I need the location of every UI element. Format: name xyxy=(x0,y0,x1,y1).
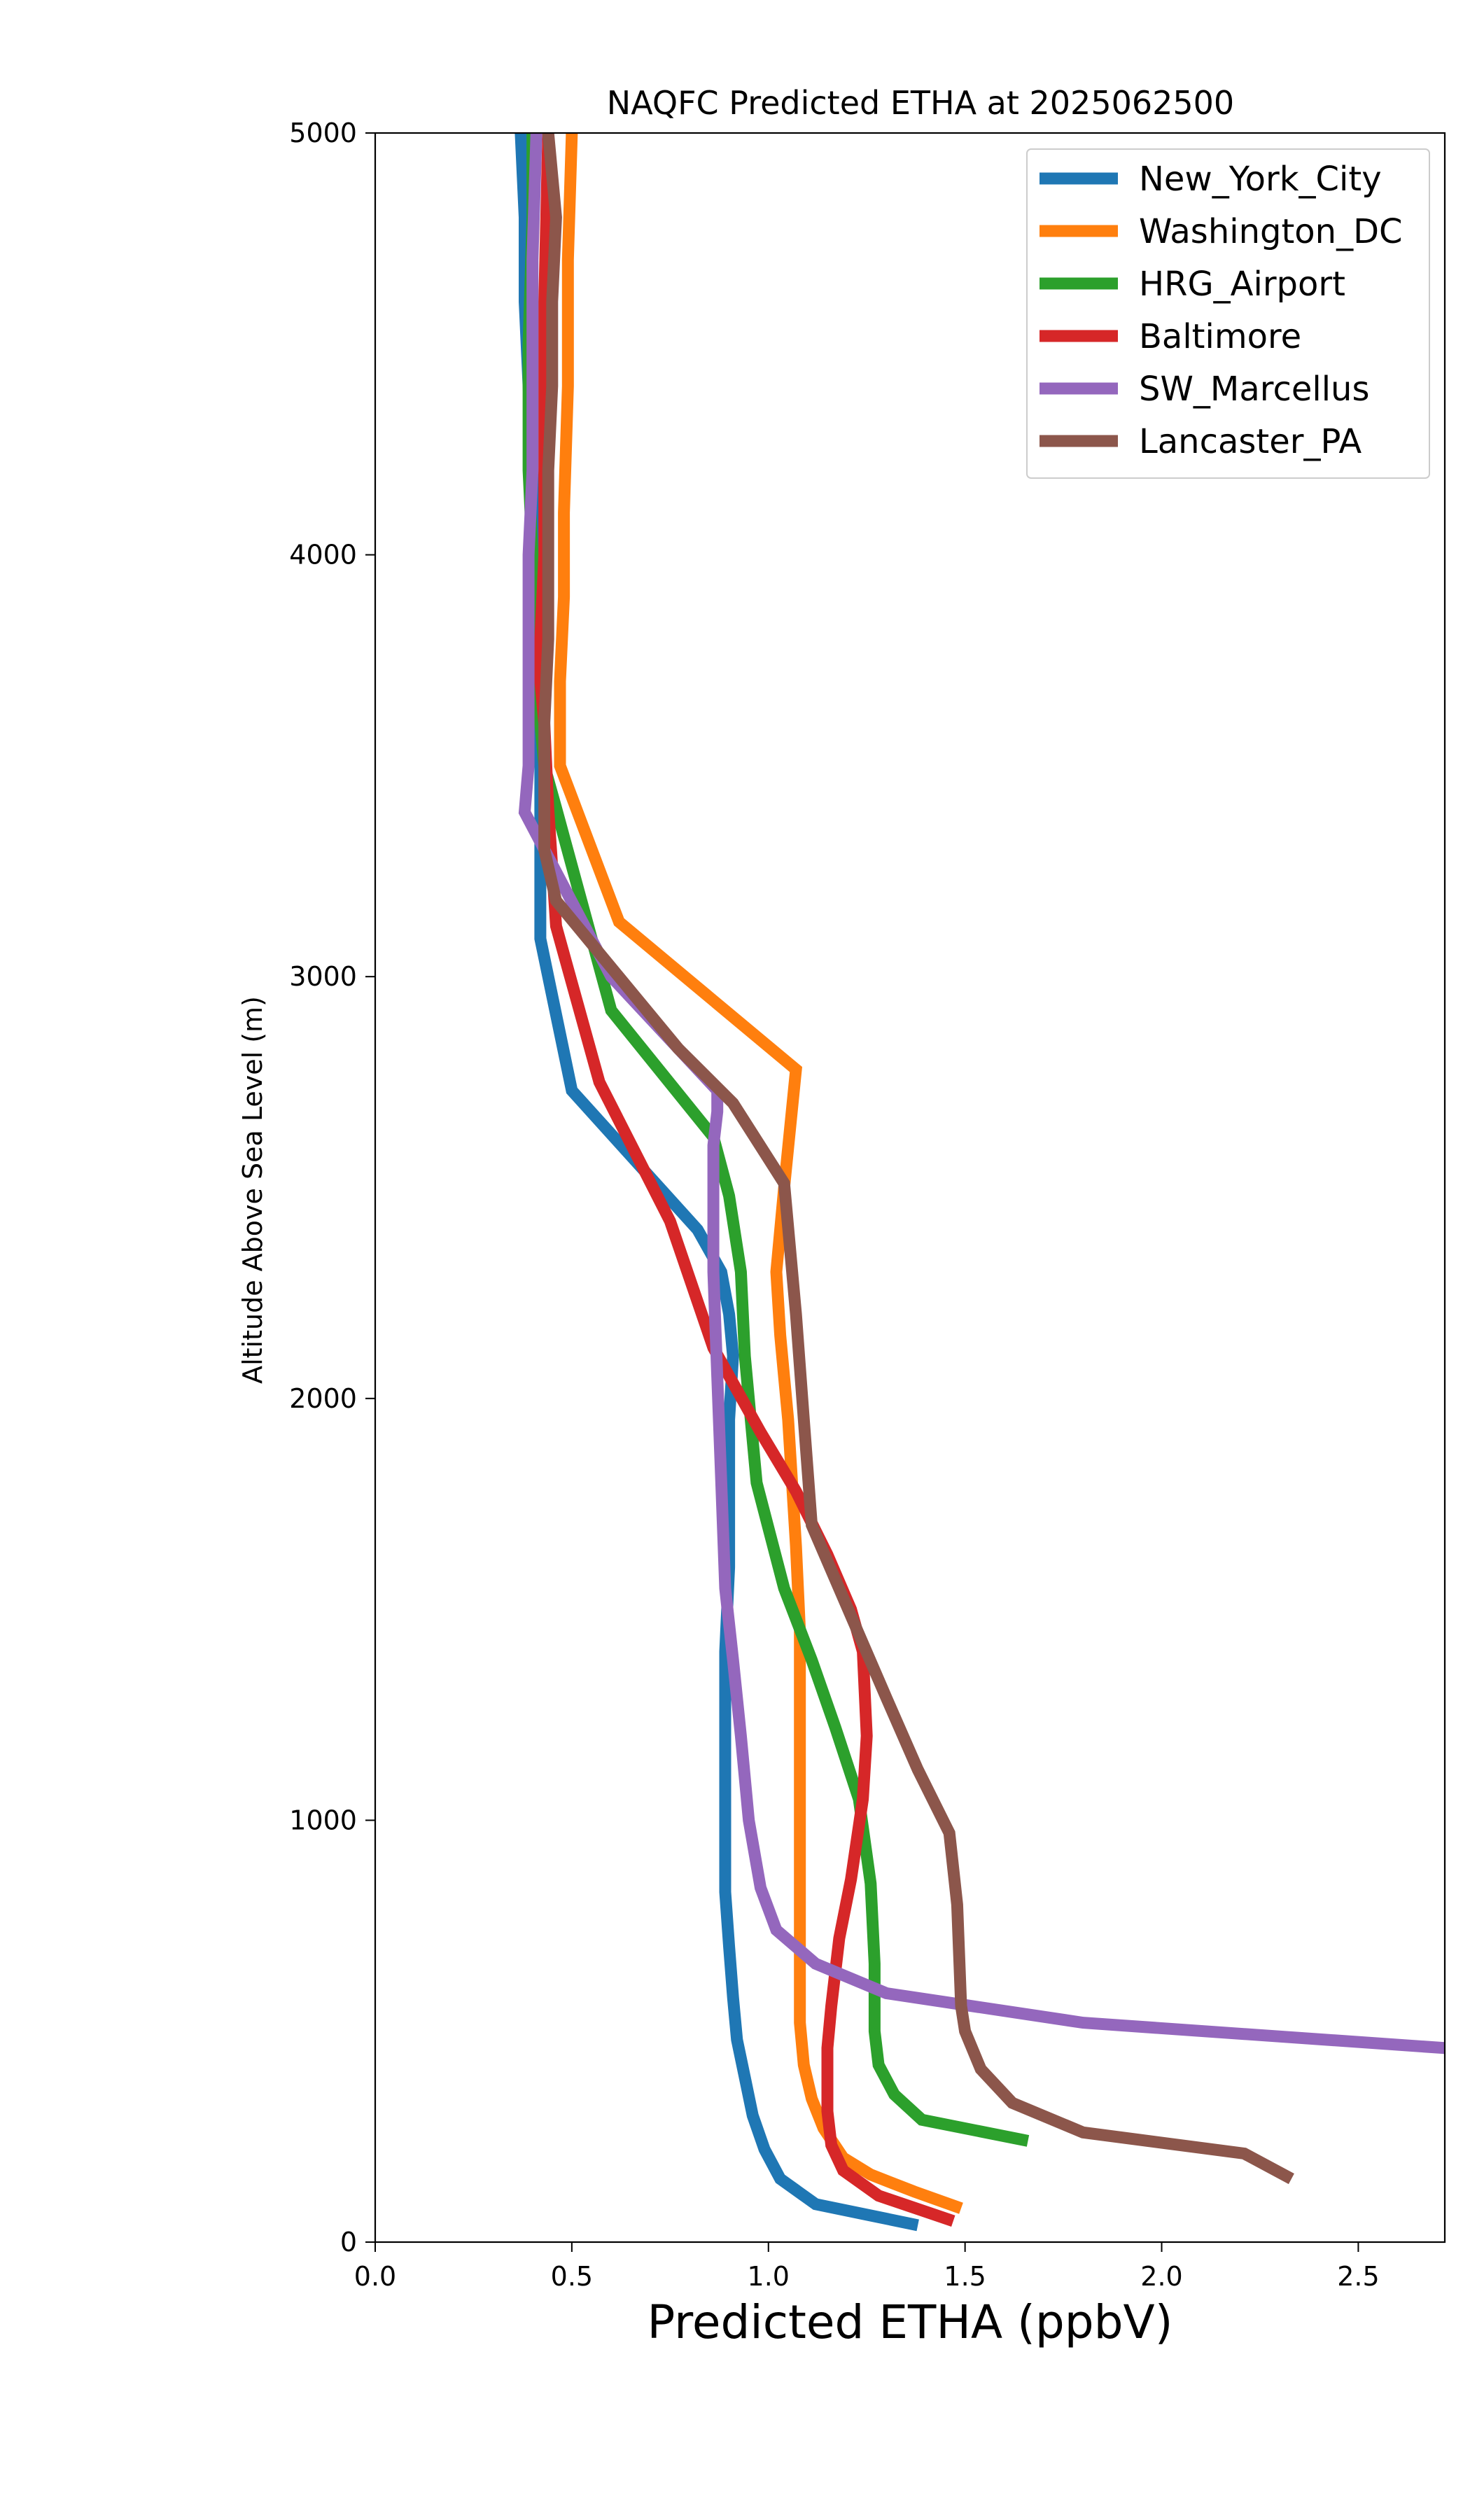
legend-frame xyxy=(1026,148,1430,479)
series-line-SW_Marcellus xyxy=(518,133,1445,2054)
y-tick-label: 2000 xyxy=(289,1383,357,1414)
legend-label-New_York_City: New_York_City xyxy=(1139,160,1382,199)
series-line-Washington_DC xyxy=(554,133,963,2214)
legend: New_York_City Washington_DC HRG_Airport Bal… xyxy=(1026,148,1430,479)
legend-label-SW_Marcellus: SW_Marcellus xyxy=(1139,370,1369,409)
y-tick-label: 3000 xyxy=(289,961,357,992)
y-tick-label: 0 xyxy=(340,2227,357,2258)
y-tick-label: 4000 xyxy=(289,540,357,570)
x-tick-label: 0.5 xyxy=(551,2261,593,2292)
x-axis-label: Predicted ETHA (ppbV) xyxy=(648,2295,1173,2349)
x-tick-label: 1.5 xyxy=(944,2261,986,2292)
x-tick-label: 1.0 xyxy=(748,2261,790,2292)
x-tick-label: 2.0 xyxy=(1140,2261,1182,2292)
x-tick-label: 0.0 xyxy=(354,2261,396,2292)
series-line-Lancaster_PA xyxy=(538,133,1294,2185)
plot-frame xyxy=(374,132,1446,2244)
legend-label-HRG_Airport: HRG_Airport xyxy=(1139,265,1345,304)
axes-layer: 0.0 0.5 1.0 1.5 2.0 2.5 0 1000 2000 3000 4000 5000 xyxy=(289,118,1446,2292)
series-layer xyxy=(514,133,1445,2232)
y-tick-label: 1000 xyxy=(289,1805,357,1835)
legend-label-Washington_DC: Washington_DC xyxy=(1139,212,1403,251)
y-tick-label: 5000 xyxy=(289,118,357,148)
legend-label-Baltimore: Baltimore xyxy=(1139,317,1301,356)
series-line-Baltimore xyxy=(534,133,955,2227)
chart-title: NAQFC Predicted ETHA at 2025062500 xyxy=(607,84,1234,122)
x-tick-label: 2.5 xyxy=(1337,2261,1379,2292)
y-axis-label: Altitude Above Sea Level (m) xyxy=(237,996,268,1384)
legend-label-Lancaster_PA: Lancaster_PA xyxy=(1139,422,1362,461)
